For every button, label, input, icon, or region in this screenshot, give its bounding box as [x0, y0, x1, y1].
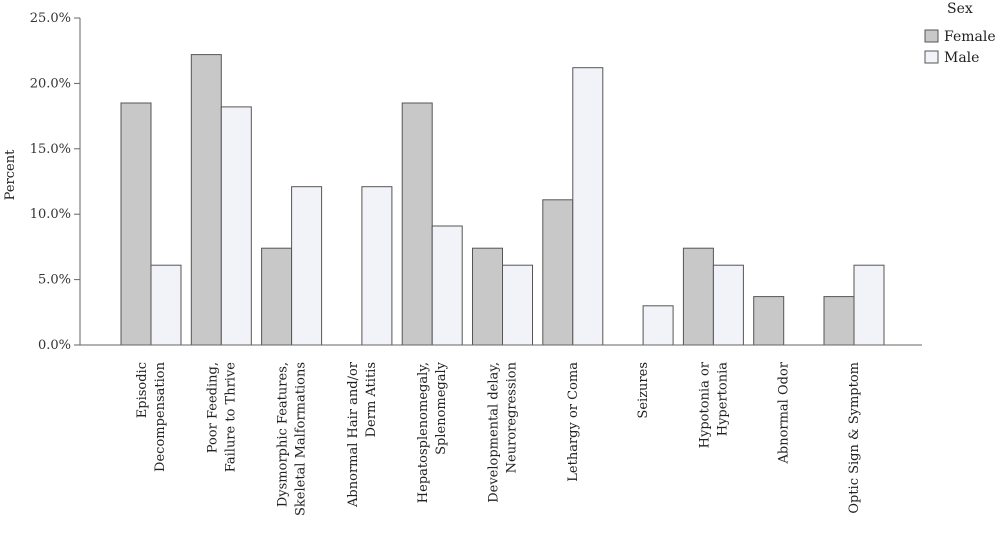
legend-label-male: Male: [944, 50, 979, 66]
x-category-label: Seizures: [636, 362, 651, 419]
bar-male-4: [432, 226, 462, 345]
y-tick-label: 0.0%: [38, 338, 71, 353]
y-axis-title: Percent: [3, 149, 18, 200]
legend-title: Sex: [947, 1, 973, 17]
bars-group: [121, 55, 884, 345]
bar-female-5: [473, 248, 503, 345]
x-category-label: Hepatosplenomegaly, Splenomegaly: [416, 361, 449, 503]
x-category-label-line: Skeletal Malformations: [294, 362, 309, 516]
bar-female-0: [121, 103, 151, 345]
bar-female-10: [824, 297, 854, 345]
x-category-label-line: Hypotonia or: [697, 361, 712, 448]
y-tick-label: 15.0%: [30, 142, 71, 157]
x-category-label-line: Seizures: [636, 362, 651, 419]
x-category-label-line: Abnormal Odor: [777, 361, 792, 464]
legend-swatch-male: [925, 51, 938, 63]
y-tick-label: 25.0%: [30, 11, 71, 26]
bar-male-6: [573, 68, 603, 345]
bar-male-1: [221, 107, 251, 345]
x-category-label-line: Decompensation: [153, 361, 168, 472]
x-category-label: Abnormal Hair and/or Derm Atitis: [346, 361, 379, 508]
y-tick-label: 5.0%: [38, 273, 71, 288]
x-category-label-line: Hypertonia: [715, 362, 730, 436]
x-category-label-line: Abnormal Hair and/or: [346, 361, 361, 508]
x-category-label-line: Lethargy or Coma: [566, 362, 581, 482]
x-category-label-line: Splenomegaly: [434, 361, 449, 455]
legend-label-female: Female: [944, 29, 996, 45]
x-category-label-line: Developmental delay,: [487, 362, 502, 503]
bar-male-8: [713, 265, 743, 345]
x-category-label-line: Failure to Thrive: [223, 362, 238, 473]
y-tick-label: 10.0%: [30, 207, 71, 222]
x-category-label-line: Poor Feeding,: [205, 362, 220, 453]
x-labels-group: Episodic Decompensation Poor Feeding, Failu…: [135, 361, 862, 516]
y-tick-label: 20.0%: [30, 76, 71, 91]
bar-male-2: [292, 187, 322, 345]
x-category-label: Dysmorphic Features, Skeletal Malformatio…: [276, 362, 309, 516]
bar-female-1: [191, 55, 221, 345]
bar-male-3: [362, 187, 392, 345]
x-category-label: Abnormal Odor: [777, 361, 792, 464]
x-category-label-line: Dysmorphic Features,: [276, 362, 291, 507]
x-category-label-line: Hepatosplenomegaly,: [416, 362, 431, 503]
legend-swatch-female: [925, 30, 938, 42]
bar-female-8: [683, 248, 713, 345]
x-category-label: Optic Sign & Symptom: [847, 362, 862, 514]
bar-male-5: [503, 265, 533, 345]
bar-male-10: [854, 265, 884, 345]
x-category-label: Lethargy or Coma: [566, 362, 581, 482]
x-category-label-line: Episodic: [135, 362, 150, 418]
x-category-label-line: Optic Sign & Symptom: [847, 362, 862, 514]
bar-male-7: [643, 306, 673, 345]
bar-female-4: [402, 103, 432, 345]
bar-female-6: [543, 200, 573, 345]
x-category-label: Developmental delay, Neuroregression: [487, 361, 520, 502]
legend: Sex Female Male: [925, 1, 996, 66]
x-category-label: Episodic Decompensation: [135, 361, 168, 472]
x-category-label: Hypotonia or Hypertonia: [697, 361, 730, 448]
x-category-label: Poor Feeding, Failure to Thrive: [205, 362, 238, 473]
x-category-label-line: Derm Atitis: [364, 362, 379, 437]
bar-female-2: [262, 248, 292, 345]
bar-male-0: [151, 265, 181, 345]
x-category-label-line: Neuroregression: [505, 361, 520, 473]
y-ticks-group: 0.0% 5.0% 10.0% 15.0% 20.0% 25.0%: [30, 11, 80, 353]
bar-female-9: [754, 297, 784, 345]
